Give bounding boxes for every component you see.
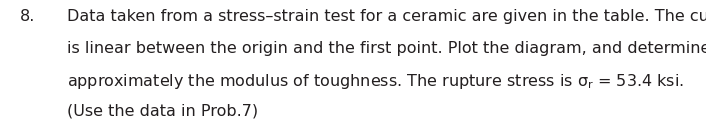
Text: is linear between the origin and the first point. Plot the diagram, and determin: is linear between the origin and the fir… [67,41,706,56]
Text: approximately the modulus of toughness. The rupture stress is $\mathregular{\sig: approximately the modulus of toughness. … [67,72,684,91]
Text: Data taken from a stress–strain test for a ceramic are given in the table. The c: Data taken from a stress–strain test for… [67,9,706,24]
Text: 8.: 8. [20,9,35,24]
Text: (Use the data in Prob.7): (Use the data in Prob.7) [67,103,258,118]
